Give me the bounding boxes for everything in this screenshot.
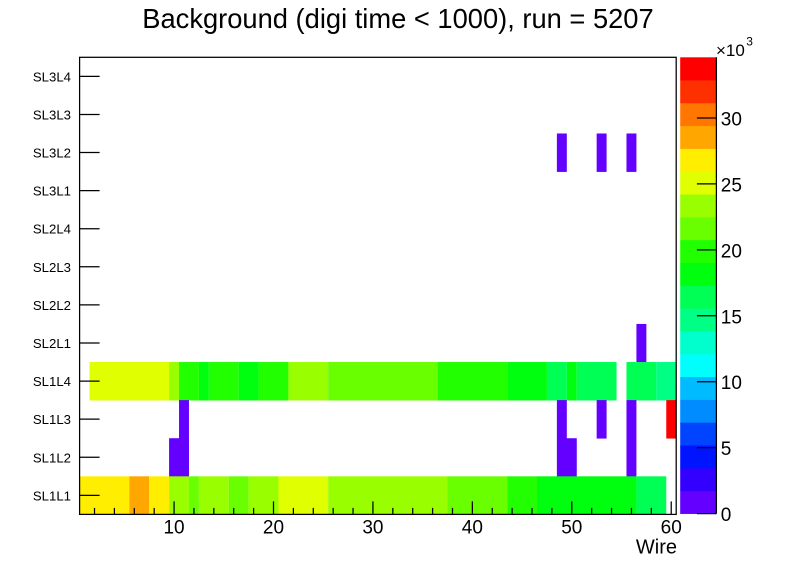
svg-text:SL1L2: SL1L2 (33, 450, 71, 465)
svg-text:30: 30 (721, 109, 742, 130)
svg-text:SL2L1: SL2L1 (33, 336, 71, 351)
svg-text:SL3L3: SL3L3 (33, 107, 71, 122)
svg-text:SL2L3: SL2L3 (33, 260, 71, 275)
svg-text:Wire: Wire (636, 537, 677, 559)
svg-text:50: 50 (561, 518, 582, 539)
svg-text:SL1L1: SL1L1 (33, 488, 71, 503)
svg-text:SL3L2: SL3L2 (33, 146, 71, 161)
svg-text:5: 5 (721, 439, 732, 460)
svg-text:20: 20 (263, 518, 284, 539)
svg-text:3: 3 (746, 35, 753, 49)
svg-text:SL1L4: SL1L4 (33, 374, 71, 389)
svg-text:Background (digi time < 1000),: Background (digi time < 1000), run = 520… (142, 3, 653, 34)
svg-text:SL2L4: SL2L4 (33, 222, 71, 237)
svg-text:15: 15 (721, 307, 742, 328)
svg-text:60: 60 (661, 518, 682, 539)
svg-text:30: 30 (362, 518, 383, 539)
svg-text:25: 25 (721, 175, 742, 196)
svg-text:10: 10 (163, 518, 184, 539)
svg-text:×10: ×10 (716, 41, 745, 60)
svg-text:SL2L2: SL2L2 (33, 298, 71, 313)
svg-text:40: 40 (462, 518, 483, 539)
svg-text:SL3L4: SL3L4 (33, 69, 71, 84)
svg-text:SL3L1: SL3L1 (33, 184, 71, 199)
svg-text:20: 20 (721, 241, 742, 262)
svg-text:0: 0 (721, 505, 732, 526)
svg-text:10: 10 (721, 373, 742, 394)
svg-text:SL1L3: SL1L3 (33, 412, 71, 427)
